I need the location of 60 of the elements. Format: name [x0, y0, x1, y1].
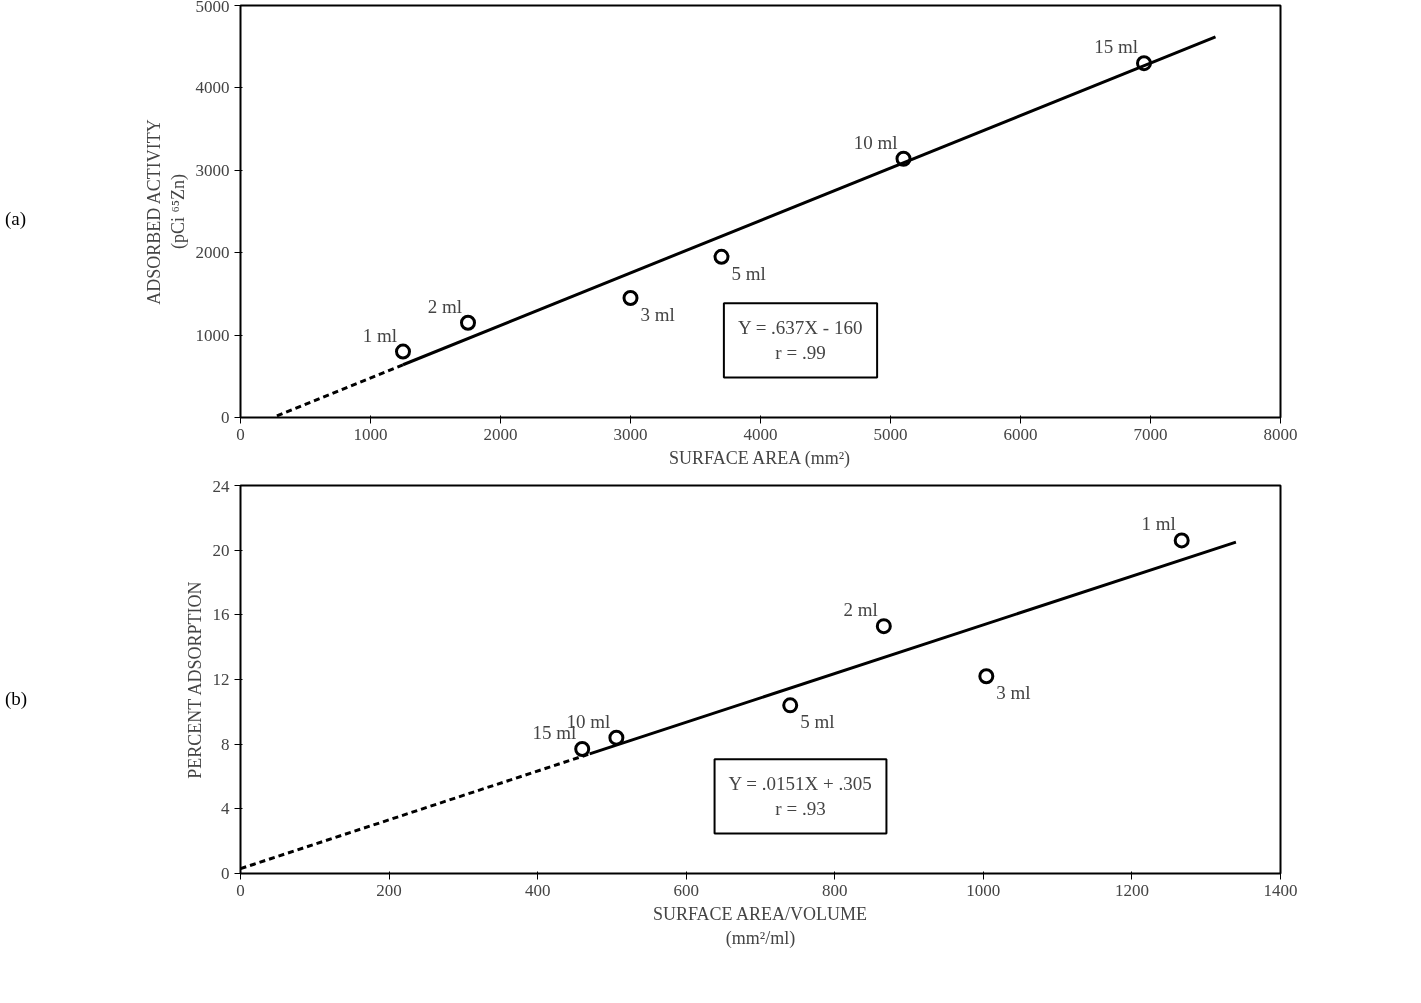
x-tick-label: 1400: [1263, 880, 1298, 900]
point: [395, 343, 411, 360]
x-tick-label: 1200: [1114, 880, 1149, 900]
annotation: 10 ml: [853, 131, 898, 153]
y-tick-label: 12: [212, 670, 230, 689]
annotation: 1 ml: [362, 324, 397, 346]
annotation: 2 ml: [843, 599, 878, 621]
annotation: r = .93: [775, 798, 826, 820]
point: [460, 314, 476, 331]
x-tick-label: 5000: [873, 424, 908, 444]
point: [713, 248, 730, 265]
annotation: 5 ml: [800, 711, 835, 733]
point: [978, 668, 995, 685]
point: [782, 697, 799, 714]
text: (b): [5, 687, 28, 711]
y-tick-label: 20: [212, 540, 230, 560]
y-tick-label: 0: [221, 408, 230, 427]
annotation: 2 ml: [427, 295, 462, 317]
x-tick-label: 800: [822, 880, 848, 900]
y-tick-label: 16: [212, 605, 230, 625]
y-tick-label: 2000: [195, 243, 230, 263]
x-tick-label: 600: [673, 880, 699, 900]
x-tick-label: 4000: [743, 424, 778, 444]
point: [875, 618, 892, 635]
annotation: 3 ml: [996, 682, 1031, 704]
annotation: r = .99: [775, 342, 826, 364]
y-tick-label: 0: [221, 864, 230, 883]
y-tick-label: 4000: [195, 78, 230, 98]
x-tick-label: 0: [236, 880, 245, 900]
annotation: 5 ml: [731, 262, 766, 284]
x-tick-label: 200: [376, 880, 402, 900]
x-tick-label: 400: [524, 880, 551, 900]
text: (a): [5, 207, 27, 231]
x-tick-label: 6000: [1003, 424, 1038, 444]
annotation: 15 ml: [1094, 36, 1138, 58]
annotation: Y = .637X - 160: [737, 317, 863, 339]
x-tick-label: 3000: [613, 424, 648, 444]
x-axis-title: SURFACE AREA (mm²): [668, 447, 851, 469]
point: [574, 741, 591, 757]
y-axis-title: ADSORBED ACTIVITY (pCi ⁶⁵Zn): [143, 119, 189, 305]
x-tick-label: 7000: [1133, 424, 1168, 444]
y-tick-label: 4: [221, 799, 230, 819]
annotation: 1 ml: [1141, 513, 1176, 535]
x-tick-label: 1000: [353, 424, 388, 444]
point: [1173, 532, 1190, 549]
point: [622, 290, 639, 307]
x-tick-label: 8000: [1263, 424, 1298, 444]
x-tick-label: 0: [236, 424, 245, 444]
annotation: 3 ml: [640, 304, 675, 326]
y-tick-label: 24: [212, 476, 230, 496]
y-tick-label: 1000: [195, 325, 230, 345]
y-tick-label: 5000: [195, 0, 230, 16]
x-tick-label: 1000: [966, 880, 1001, 900]
y-tick-label: 8: [221, 734, 230, 754]
y-axis-title: PERCENT ADSORPTION: [184, 581, 205, 779]
annotation: Y = .0151X + .305: [728, 773, 872, 795]
x-tick-label: 2000: [483, 424, 518, 444]
x-axis-title: SURFACE AREA/VOLUME (mm²/ml): [652, 903, 868, 949]
y-tick-label: 3000: [195, 160, 230, 180]
point: [608, 729, 625, 746]
